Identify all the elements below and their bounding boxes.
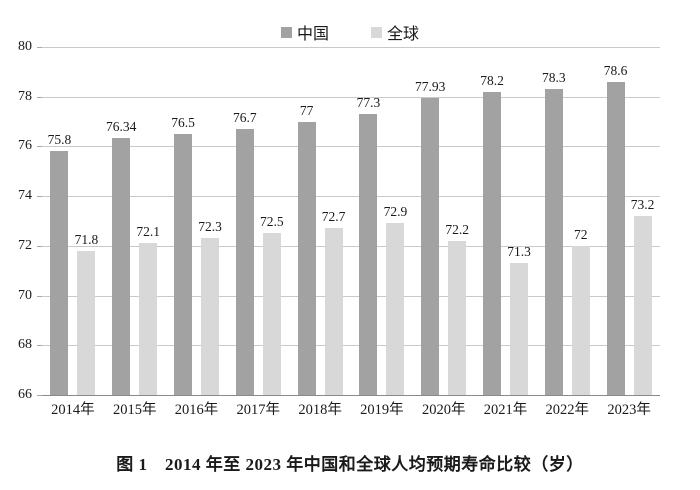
bar-value-label: 76.7	[232, 110, 257, 126]
plot-area: 66 68 70 72 74 76 78 80 75.8 71.8 2014年 76.34 72.1 20…	[18, 40, 660, 418]
gridline	[42, 345, 660, 347]
x-tick-label: 2019年	[360, 402, 404, 418]
y-tick-label: 78	[18, 88, 32, 104]
y-tick-mark	[37, 345, 42, 347]
bar-global-2016年	[201, 238, 219, 395]
x-tick-label: 2016年	[174, 402, 219, 418]
gridline	[42, 96, 660, 98]
bar-value-label: 72.9	[383, 204, 408, 220]
bar-value-label: 72	[574, 226, 588, 242]
bar-value-label: 72.5	[259, 214, 284, 230]
bar-value-label: 76.34	[106, 118, 137, 134]
bar-value-label: 73.2	[630, 197, 655, 213]
legend-swatch	[280, 26, 292, 38]
bar-value-label: 78.3	[541, 70, 566, 86]
x-tick-label: 2015年	[112, 402, 157, 418]
x-tick-label: 2018年	[298, 402, 342, 418]
bar-china-2022年	[544, 89, 563, 395]
x-tick-label: 2014年	[51, 402, 95, 418]
bar-china-2014年	[50, 151, 69, 395]
y-tick-mark	[37, 96, 42, 98]
bar-global-2018年	[324, 228, 343, 395]
bar-value-label: 78.2	[480, 72, 504, 88]
bar-china-2017年	[235, 129, 254, 395]
bar-china-2021年	[483, 91, 501, 395]
bar-global-2020年	[448, 240, 467, 395]
bar-value-label: 77	[299, 102, 314, 118]
bar-value-label: 71.8	[74, 231, 99, 247]
bar-value-label: 72.2	[445, 221, 469, 237]
bar-value-label: 72.7	[321, 209, 346, 225]
legend-label-global: 全球	[387, 26, 420, 43]
bar-global-2014年	[77, 250, 96, 395]
bar-value-label: 72.1	[136, 224, 160, 240]
y-tick-mark	[37, 395, 42, 396]
x-tick-label: 2021年	[483, 402, 528, 418]
figure-caption: 图 1 2014 年至 2023 年中国和全球人均预期寿命比较（岁）	[116, 455, 584, 474]
bar-global-2023年	[633, 216, 652, 395]
bar-china-2019年	[359, 114, 378, 395]
bar-china-2020年	[421, 98, 440, 395]
bar-china-2015年	[112, 137, 131, 395]
y-tick-label: 72	[18, 237, 32, 253]
y-tick-mark	[37, 47, 42, 48]
gridline	[42, 245, 660, 247]
legend-item-china: 中国	[280, 20, 329, 44]
y-tick-mark	[37, 295, 42, 297]
gridline	[42, 47, 660, 48]
legend-label-china: 中国	[296, 26, 329, 43]
bar-value-label: 77.3	[356, 95, 381, 111]
y-tick-label: 66	[18, 387, 32, 402]
bar-value-label: 76.5	[171, 115, 195, 130]
y-tick-mark	[37, 146, 42, 148]
bar-global-2019年	[386, 223, 405, 395]
legend-item-global: 全球	[371, 20, 419, 44]
bar-value-label: 75.8	[47, 132, 72, 148]
x-tick-label: 2022年	[545, 402, 590, 418]
y-tick-mark	[37, 245, 42, 247]
y-tick-mark	[37, 196, 42, 198]
x-tick-label: 2023年	[607, 402, 651, 418]
bar-global-2017年	[262, 233, 281, 395]
y-tick-label: 76	[18, 138, 32, 154]
x-axis-line	[42, 395, 660, 396]
y-tick-label: 68	[18, 337, 32, 353]
x-tick-label: 2020年	[421, 402, 466, 418]
legend-swatch	[371, 26, 382, 38]
x-tick-label: 2017年	[236, 402, 281, 418]
bar-value-label: 77.93	[415, 79, 446, 95]
bar-value-label: 78.6	[603, 62, 628, 78]
bar-global-2022年	[571, 245, 590, 395]
bar-global-2021年	[510, 263, 528, 395]
bar-value-label: 72.3	[198, 219, 222, 235]
gridline	[42, 295, 660, 297]
y-tick-label: 74	[18, 188, 32, 204]
bar-china-2018年	[297, 121, 316, 395]
y-tick-label: 80	[18, 39, 32, 54]
y-tick-label: 70	[18, 287, 32, 303]
gridline	[42, 196, 660, 198]
bar-value-label: 71.3	[507, 244, 531, 260]
bar-china-2023年	[606, 81, 625, 395]
bar-global-2015年	[139, 243, 158, 395]
chart-legend: 中国 全球	[0, 20, 700, 44]
gridline	[42, 146, 660, 148]
bar-china-2016年	[174, 134, 192, 395]
